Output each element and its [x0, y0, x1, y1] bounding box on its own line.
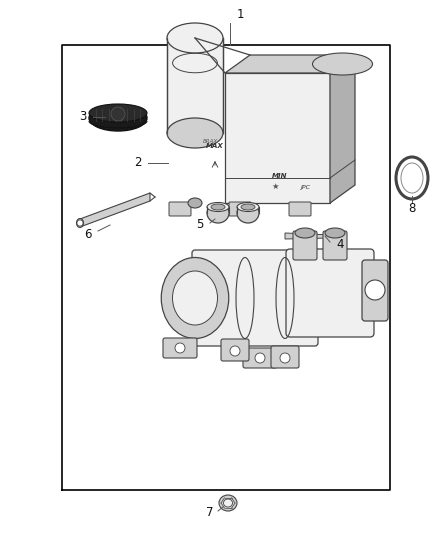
- Ellipse shape: [237, 203, 259, 212]
- Text: 8: 8: [408, 201, 416, 214]
- Text: 7: 7: [206, 506, 214, 520]
- FancyBboxPatch shape: [221, 339, 249, 361]
- FancyBboxPatch shape: [192, 250, 318, 346]
- Ellipse shape: [237, 203, 259, 223]
- Circle shape: [77, 220, 83, 226]
- FancyBboxPatch shape: [229, 202, 251, 216]
- FancyBboxPatch shape: [169, 202, 191, 216]
- FancyBboxPatch shape: [362, 260, 388, 321]
- Ellipse shape: [188, 198, 202, 208]
- FancyBboxPatch shape: [225, 73, 330, 203]
- FancyBboxPatch shape: [286, 249, 374, 337]
- Ellipse shape: [207, 203, 229, 223]
- Text: 2: 2: [134, 157, 142, 169]
- Circle shape: [280, 353, 290, 363]
- Ellipse shape: [211, 204, 225, 210]
- Ellipse shape: [167, 23, 223, 53]
- Text: 1: 1: [236, 7, 244, 20]
- Ellipse shape: [167, 118, 223, 148]
- Circle shape: [230, 346, 240, 356]
- Ellipse shape: [161, 257, 229, 338]
- Polygon shape: [167, 38, 223, 133]
- Circle shape: [255, 353, 265, 363]
- FancyBboxPatch shape: [323, 231, 347, 260]
- Text: ★: ★: [271, 182, 279, 191]
- Ellipse shape: [219, 495, 237, 511]
- Ellipse shape: [77, 219, 84, 228]
- Circle shape: [365, 280, 385, 300]
- Ellipse shape: [207, 203, 229, 212]
- Text: 5: 5: [196, 219, 204, 231]
- Text: MAX: MAX: [206, 143, 224, 149]
- FancyBboxPatch shape: [163, 338, 197, 358]
- Text: 6: 6: [84, 229, 92, 241]
- Polygon shape: [330, 55, 355, 203]
- Ellipse shape: [173, 271, 218, 325]
- Polygon shape: [285, 233, 332, 239]
- FancyBboxPatch shape: [243, 348, 277, 368]
- Ellipse shape: [89, 105, 147, 131]
- FancyBboxPatch shape: [289, 202, 311, 216]
- Text: MIN: MIN: [272, 173, 288, 179]
- Text: 4: 4: [336, 238, 344, 252]
- Polygon shape: [80, 193, 150, 227]
- Ellipse shape: [312, 53, 372, 75]
- Ellipse shape: [295, 228, 315, 238]
- Text: JPC: JPC: [300, 185, 310, 190]
- Ellipse shape: [329, 233, 335, 239]
- Ellipse shape: [325, 228, 345, 238]
- Ellipse shape: [223, 499, 233, 507]
- Ellipse shape: [89, 104, 147, 122]
- Circle shape: [175, 343, 185, 353]
- Ellipse shape: [241, 204, 255, 210]
- Text: BRAX: BRAX: [202, 139, 218, 144]
- FancyBboxPatch shape: [293, 231, 317, 260]
- Polygon shape: [225, 55, 355, 73]
- FancyBboxPatch shape: [271, 346, 299, 368]
- Text: 3: 3: [79, 110, 87, 124]
- Circle shape: [111, 107, 125, 121]
